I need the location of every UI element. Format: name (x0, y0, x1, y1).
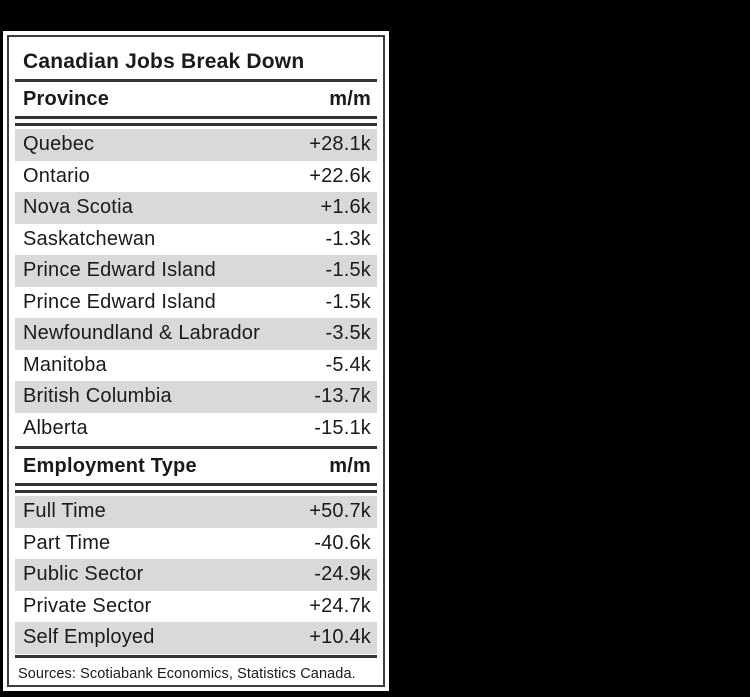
table-row: Prince Edward Island -1.5k (15, 255, 377, 287)
row-label: British Columbia (23, 385, 172, 408)
row-label: Public Sector (23, 563, 144, 586)
row-label: Alberta (23, 416, 88, 439)
section-header-value-column: m/m (329, 454, 371, 477)
table-row: Prince Edward Island -1.5k (15, 287, 377, 319)
row-value: -15.1k (314, 416, 371, 439)
row-label: Saskatchewan (23, 227, 156, 250)
row-value: -3.5k (325, 322, 371, 345)
table-row: Quebec +28.1k (15, 129, 377, 161)
row-value: -5.4k (325, 353, 371, 376)
row-label: Self Employed (23, 626, 155, 649)
table-row: Public Sector -24.9k (15, 559, 377, 591)
row-value: +22.6k (309, 164, 371, 187)
row-value: -24.9k (314, 563, 371, 586)
row-value: +1.6k (320, 196, 371, 219)
section-header-value-column: m/m (329, 87, 371, 110)
row-label: Manitoba (23, 353, 107, 376)
table-row: Full Time +50.7k (15, 496, 377, 528)
double-divider (15, 116, 377, 126)
row-value: +50.7k (309, 500, 371, 523)
row-label: Newfoundland & Labrador (23, 322, 260, 345)
section-header: Province m/m (15, 82, 377, 116)
row-label: Prince Edward Island (23, 290, 216, 313)
row-label: Nova Scotia (23, 196, 134, 219)
section-top-divider (15, 79, 377, 82)
table-row: Ontario +22.6k (15, 161, 377, 193)
row-label: Part Time (23, 531, 111, 554)
table-row: Alberta -15.1k (15, 413, 377, 445)
section-header-label: Province (23, 87, 110, 110)
jobs-table-panel: Canadian Jobs Break Down Province m/m Queb… (3, 31, 389, 691)
table-row: British Columbia -13.7k (15, 381, 377, 413)
row-value: -40.6k (314, 531, 371, 554)
table-row: Nova Scotia +1.6k (15, 192, 377, 224)
row-label: Full Time (23, 500, 106, 523)
sections-container: Province m/m Quebec +28.1k Ontario +22.6k Nova… (15, 79, 377, 654)
table-frame: Canadian Jobs Break Down Province m/m Queb… (7, 35, 385, 687)
table-row: Private Sector +24.7k (15, 591, 377, 623)
double-divider (15, 483, 377, 493)
table-row: Saskatchewan -1.3k (15, 224, 377, 256)
table-row: Part Time -40.6k (15, 528, 377, 560)
table-row: Self Employed +10.4k (15, 622, 377, 654)
row-value: +10.4k (309, 626, 371, 649)
row-label: Private Sector (23, 594, 152, 617)
row-value: +24.7k (309, 594, 371, 617)
row-value: -13.7k (314, 385, 371, 408)
row-value: -1.5k (325, 259, 371, 282)
section-top-divider (15, 446, 377, 449)
row-label: Prince Edward Island (23, 259, 216, 282)
bottom-divider (15, 654, 377, 658)
row-value: +28.1k (309, 133, 371, 156)
table-title: Canadian Jobs Break Down (23, 50, 305, 73)
section-header-label: Employment Type (23, 454, 197, 477)
table-row: Newfoundland & Labrador -3.5k (15, 318, 377, 350)
row-value: -1.3k (325, 227, 371, 250)
table-row: Manitoba -5.4k (15, 350, 377, 382)
source-note: Sources: Scotiabank Economics, Statistic… (18, 665, 356, 682)
row-value: -1.5k (325, 290, 371, 313)
row-label: Quebec (23, 133, 95, 156)
section-header: Employment Type m/m (15, 449, 377, 483)
row-label: Ontario (23, 164, 90, 187)
